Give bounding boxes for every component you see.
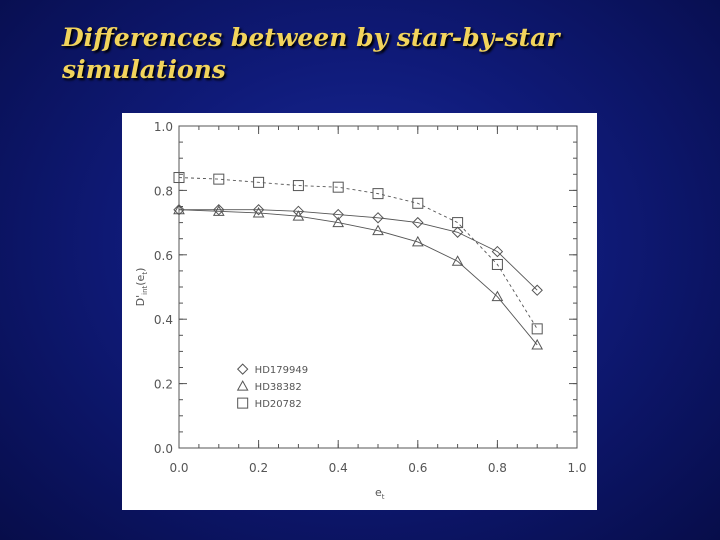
y-axis-label: D'int(et) — [134, 268, 149, 307]
data-point — [451, 226, 464, 238]
x-tick-label: 0.6 — [408, 461, 427, 475]
series-line — [178, 177, 538, 330]
series-layer — [173, 172, 544, 350]
legend-label: HD179949 — [255, 365, 308, 376]
y-axis-label-subscript: int — [141, 285, 149, 294]
x-tick-label: 0.4 — [329, 461, 348, 475]
y-tick-label: 0.2 — [154, 378, 173, 392]
x-axis-label-subscript: t — [382, 493, 385, 501]
data-point — [252, 204, 265, 216]
data-point — [213, 204, 225, 216]
y-axis-label-paren-subscript: t — [141, 272, 149, 275]
legend-label: HD38382 — [255, 382, 302, 393]
x-axis-label: et — [375, 486, 385, 501]
y-axis-label-text: D' — [134, 295, 147, 307]
slide-title: Differences between by star-by-star simu… — [62, 22, 682, 86]
x-tick-label: 0.8 — [488, 461, 507, 475]
series-HD38382 — [173, 203, 544, 350]
data-point — [173, 172, 185, 184]
data-point — [212, 205, 225, 216]
y-axis-label-paren: (e — [134, 274, 147, 285]
data-point — [451, 255, 464, 266]
data-point — [372, 224, 384, 236]
series-line — [179, 209, 538, 291]
data-point — [491, 290, 504, 302]
slide-title-line-2: simulations — [62, 55, 226, 84]
data-point — [292, 180, 304, 192]
data-point — [531, 284, 543, 296]
chart-svg: 0.0 0.2 0.4 0.6 0.8 1.0 0.0 0.2 0.4 0.6 0.8 1.0 HD1… — [134, 120, 587, 501]
data-point — [332, 208, 344, 221]
x-axis-label-text: e — [375, 486, 382, 499]
series-line — [178, 209, 538, 346]
y-axis-label-paren-close: ) — [134, 268, 147, 272]
y-tick-label: 0.4 — [154, 313, 173, 327]
y-tick-label: 0.0 — [154, 442, 173, 456]
plot-frame — [178, 125, 578, 449]
data-point — [213, 173, 225, 185]
x-tick-label: 1.0 — [567, 461, 586, 475]
data-point — [412, 197, 424, 209]
data-point — [412, 216, 424, 229]
legend-marker — [237, 397, 249, 409]
data-point — [253, 176, 265, 188]
data-point — [491, 258, 503, 270]
legend-marker — [236, 363, 249, 375]
y-tick-label: 1.0 — [154, 120, 173, 134]
legend: HD179949 HD38382 HD20782 — [236, 363, 308, 410]
data-point — [531, 323, 543, 335]
data-point — [372, 188, 384, 200]
data-point — [531, 338, 544, 350]
legend-label: HD20782 — [255, 399, 302, 410]
x-tick-label: 0.0 — [169, 461, 188, 475]
data-point — [332, 181, 344, 193]
legend-marker — [236, 380, 249, 391]
data-point — [372, 212, 384, 224]
data-point — [252, 206, 265, 218]
slide-title-line-1: Differences between by star-by-star — [62, 23, 560, 52]
y-tick-label: 0.6 — [154, 249, 173, 263]
data-point — [411, 235, 424, 247]
series-HD20782 — [173, 172, 543, 335]
data-point — [332, 216, 345, 228]
data-point — [292, 210, 305, 221]
axes: 0.0 0.2 0.4 0.6 0.8 1.0 0.0 0.2 0.4 0.6 0.8 1.0 — [154, 120, 587, 475]
data-point — [491, 245, 504, 258]
data-point — [173, 203, 185, 215]
data-point — [452, 217, 464, 229]
chart-figure: 0.0 0.2 0.4 0.6 0.8 1.0 0.0 0.2 0.4 0.6 0.8 1.0 HD1… — [122, 113, 597, 510]
data-point — [173, 204, 185, 216]
x-tick-label: 0.2 — [249, 461, 268, 475]
y-tick-label: 0.8 — [154, 184, 173, 198]
series-HD179949 — [173, 204, 543, 296]
